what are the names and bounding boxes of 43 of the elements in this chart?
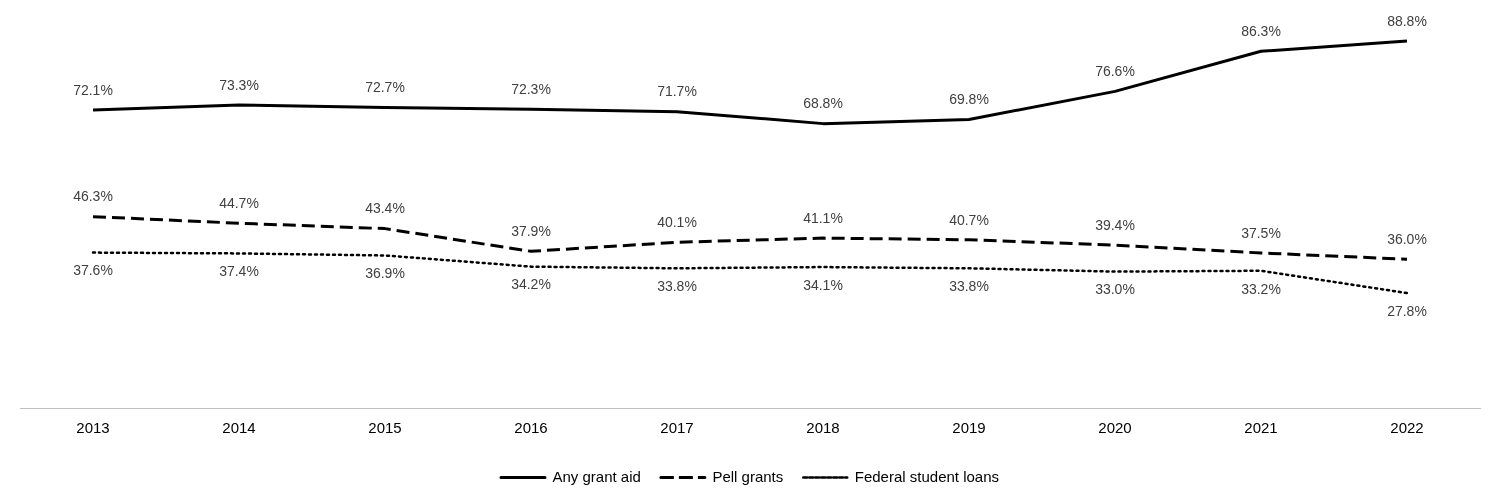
legend-label: Federal student loans [854, 467, 1000, 485]
data-label: 33.8% [949, 278, 989, 295]
data-label: 34.1% [803, 276, 843, 293]
data-label: 46.3% [73, 188, 113, 205]
data-label: 69.8% [949, 91, 989, 108]
data-label: 44.7% [219, 195, 259, 212]
data-label: 34.2% [511, 276, 551, 293]
x-tick-label: 2022 [1390, 419, 1424, 437]
x-tick-label: 2021 [1244, 419, 1278, 437]
x-tick-label: 2019 [952, 419, 986, 437]
data-label: 72.7% [365, 79, 405, 96]
data-label: 72.3% [511, 81, 551, 98]
data-label: 41.1% [803, 209, 843, 226]
x-tick-label: 2020 [1098, 419, 1132, 437]
data-label: 33.0% [1095, 281, 1135, 298]
x-tick-label: 2015 [368, 419, 402, 437]
data-label: 73.3% [219, 76, 259, 93]
x-tick-label: 2013 [76, 419, 110, 437]
x-tick-label: 2014 [222, 419, 256, 437]
x-tick-label: 2018 [806, 419, 840, 437]
x-tick-label: 2017 [660, 419, 694, 437]
data-label: 37.5% [1241, 224, 1281, 241]
data-label: 71.7% [657, 83, 697, 100]
data-label: 36.0% [1387, 231, 1427, 248]
data-label: 86.3% [1241, 23, 1281, 40]
data-label: 40.1% [657, 214, 697, 231]
data-label: 37.4% [219, 263, 259, 280]
data-label: 37.6% [73, 262, 113, 279]
data-label: 36.9% [365, 265, 405, 282]
data-label: 27.8% [1387, 302, 1427, 319]
legend-label: Pell grants [712, 467, 784, 485]
legend-label: Any grant aid [552, 467, 641, 485]
data-label: 33.2% [1241, 280, 1281, 297]
data-label: 72.1% [73, 81, 113, 98]
data-label: 37.9% [511, 223, 551, 240]
x-tick-label: 2016 [514, 419, 548, 437]
data-label: 76.6% [1095, 63, 1135, 80]
data-label: 40.7% [949, 211, 989, 228]
data-label: 68.8% [803, 95, 843, 112]
data-label: 88.8% [1387, 12, 1427, 29]
data-label: 39.4% [1095, 217, 1135, 234]
data-label: 33.8% [657, 278, 697, 295]
data-label: 43.4% [365, 200, 405, 217]
